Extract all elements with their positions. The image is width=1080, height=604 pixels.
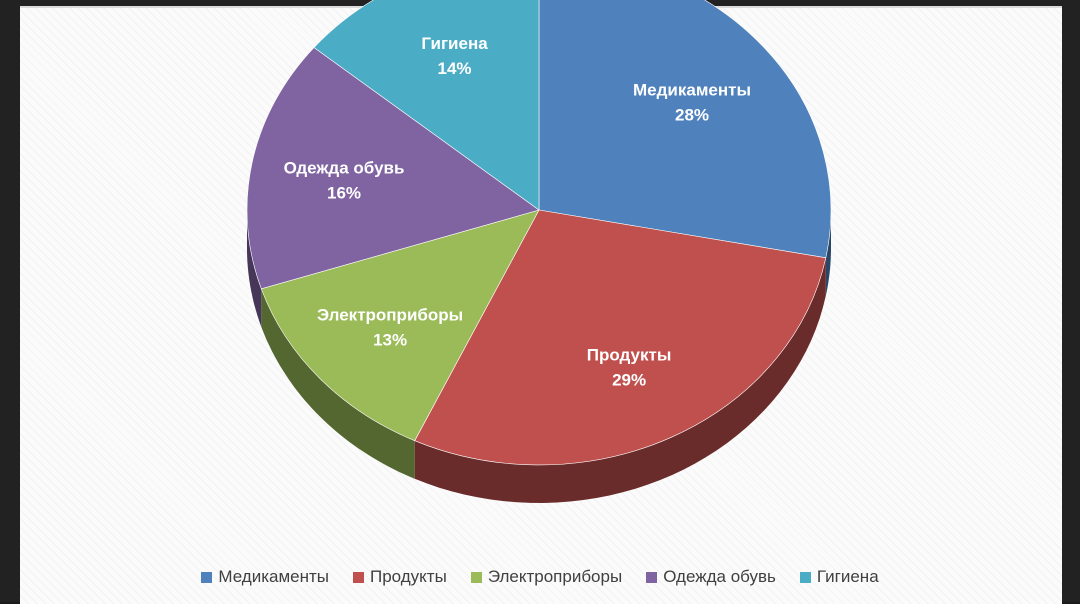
pie-slices [246, 0, 832, 466]
legend-label: Одежда обувь [663, 567, 776, 586]
slice-label-name: Электроприборы [317, 306, 463, 325]
slice-side-medicaments [825, 210, 831, 296]
legend-item-products: Продукты [353, 567, 447, 587]
slice-electronics [260, 209, 540, 442]
slice-label-name: Одежда обувь [284, 159, 405, 178]
slice-products [414, 209, 827, 466]
legend-item-medicaments: Медикаменты [201, 567, 329, 587]
slice-label-name: Медикаменты [633, 81, 751, 100]
legend-item-clothing: Одежда обувь [646, 567, 776, 587]
slice-label-value: 29% [612, 371, 646, 390]
legend-swatch [470, 571, 482, 583]
legend-label: Электроприборы [487, 567, 623, 586]
slice-hygiene [313, 0, 540, 211]
slice-label-value: 28% [675, 106, 709, 125]
slice-label-value: 16% [327, 184, 361, 203]
legend: Медикаменты Продукты Электроприборы Одеж… [0, 563, 1080, 591]
legend-swatch [799, 571, 811, 583]
slice-labels: Медикаменты 28% Продукты 29% Электроприборы 1… [284, 34, 751, 389]
slice-side-products [414, 257, 826, 503]
slice-label-value: 14% [437, 59, 471, 78]
legend-label: Продукты [370, 567, 447, 586]
legend-item-electronics: Электроприборы [470, 567, 623, 587]
slice-clothing [246, 47, 540, 290]
legend-item-hygiene: Гигиена [799, 567, 879, 587]
legend-swatch [201, 571, 213, 583]
slice-side-electronics [261, 288, 415, 479]
legend-swatch [353, 571, 364, 583]
legend-swatch [646, 571, 658, 583]
slice-label-name: Продукты [587, 346, 672, 365]
pie-sides [247, 210, 831, 503]
slice-side-clothing [247, 210, 262, 327]
slice-label-name: Гигиена [421, 34, 488, 53]
slice-label-value: 13% [373, 331, 407, 350]
legend-label: Медикаменты [218, 567, 329, 586]
slice-medicaments [538, 0, 832, 259]
legend-label: Гигиена [816, 567, 879, 586]
